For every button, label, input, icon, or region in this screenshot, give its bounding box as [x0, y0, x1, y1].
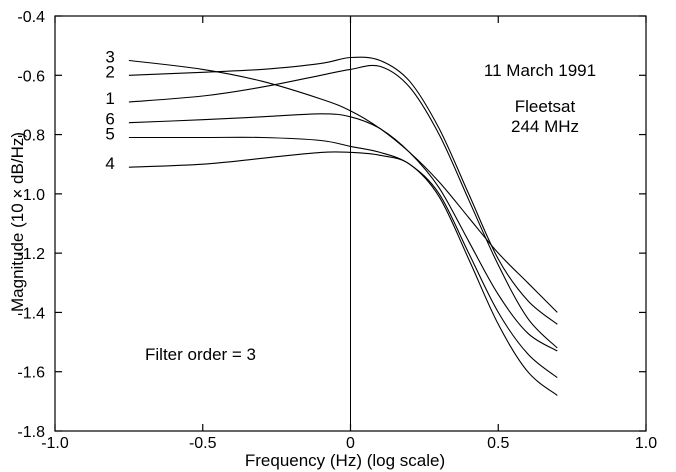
y-tick-label: -1.4	[17, 305, 45, 322]
filter-order-annotation: Filter order = 3	[145, 345, 256, 364]
date-annotation: 11 March 1991	[484, 61, 596, 80]
x-axis-label: Frequency (Hz) (log scale)	[245, 451, 445, 470]
axis-ticks	[54, 15, 647, 432]
y-tick-label: -0.6	[17, 68, 45, 85]
series-label-5: 5	[105, 125, 114, 144]
x-tick-label: 1.0	[635, 435, 657, 452]
series-label-6: 6	[105, 110, 114, 129]
y-axis-label: Magnitude (10 × dB/Hz)	[8, 132, 27, 312]
series-line-2	[128, 56, 558, 325]
axis-tick-labels: -1.0 -0.5 0 0.5 1.0 -1.8 -1.6 -1.4 -1.2 -1.0 -0.8 -…	[17, 9, 657, 452]
x-tick-label: 0	[346, 435, 355, 452]
y-tick-label: -1.2	[17, 246, 45, 263]
y-tick-label: -1.6	[17, 365, 45, 382]
satellite-annotation: Fleetsat	[515, 97, 576, 116]
series-label-2: 2	[105, 62, 114, 81]
series-line-3	[128, 59, 558, 313]
frequency-annotation: 244 MHz	[511, 117, 579, 136]
series-label-1: 1	[105, 89, 114, 108]
series-label-4: 4	[105, 154, 114, 173]
series-line-1	[128, 64, 558, 349]
series-curves	[128, 56, 558, 396]
series-line-4	[128, 151, 558, 396]
y-tick-label: -1.0	[17, 187, 45, 204]
series-labels: 32 1 65 4	[105, 47, 114, 173]
y-tick-label: -0.4	[17, 9, 45, 26]
series-line-5	[128, 136, 558, 379]
series-label-3: 3	[105, 47, 114, 66]
x-tick-label: -0.5	[189, 435, 217, 452]
series-line-6	[128, 113, 558, 352]
x-tick-label: -1.0	[41, 435, 69, 452]
x-tick-label: 0.5	[487, 435, 509, 452]
y-tick-label: -1.8	[17, 424, 45, 441]
y-tick-label: -0.8	[17, 128, 45, 145]
